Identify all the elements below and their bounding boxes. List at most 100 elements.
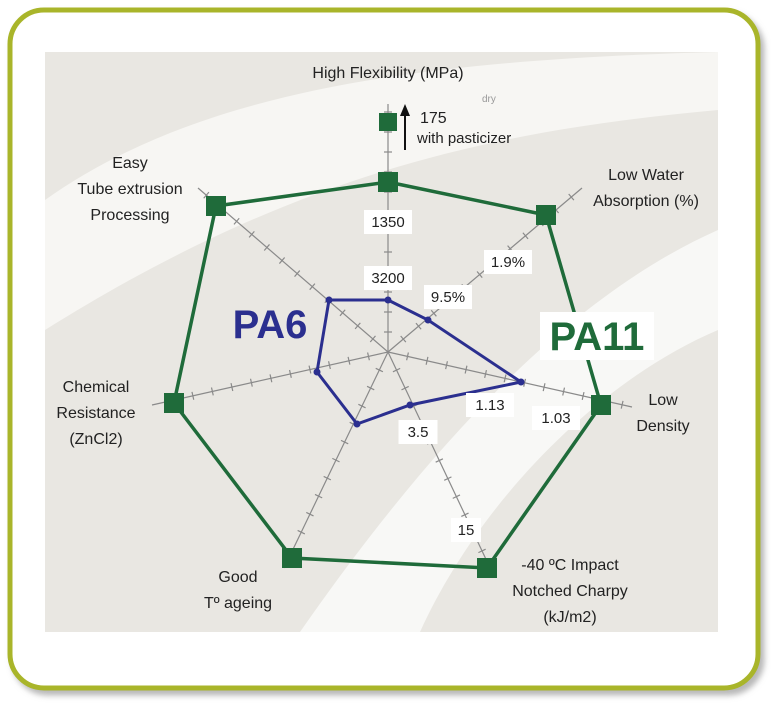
axis-tick (248, 230, 255, 238)
axis-label: Low (648, 392, 678, 409)
axis-labels: High Flexibility (MPa) Low Water Absorptio… (56, 65, 698, 626)
axis-tick (269, 374, 273, 383)
axis-label: High Flexibility (MPa) (312, 65, 463, 82)
marker (517, 378, 525, 386)
axis-tick (367, 352, 370, 361)
value-label: 1.03 (541, 410, 570, 427)
axis-tick (308, 365, 312, 374)
axis-tick (375, 367, 384, 373)
axis-label: Low Water (608, 167, 685, 184)
value-box (424, 285, 472, 309)
annotation-value: 175 (420, 110, 447, 127)
axis-label: Notched Charpy (512, 583, 628, 600)
marker (591, 395, 611, 415)
axis-tick (581, 391, 585, 401)
axis-tick (358, 403, 366, 409)
marker (282, 548, 302, 568)
axis-label: Good (218, 569, 257, 586)
axis-tick (210, 387, 214, 396)
axis-tick (263, 244, 270, 251)
axis-tick (464, 365, 468, 374)
axis-tick (445, 361, 448, 370)
axis-tick (452, 494, 461, 499)
value-box (466, 393, 514, 417)
axis-tick (369, 335, 376, 343)
axis-tick (309, 283, 316, 291)
value-label: 15 (458, 522, 475, 539)
axis-label: Tº ageing (204, 595, 272, 612)
value-box (532, 406, 580, 430)
axis-label: Chemical (63, 379, 130, 396)
marker (164, 393, 184, 413)
axis-tick (522, 232, 529, 240)
axis-tick (562, 387, 566, 396)
axis-label: (kJ/m2) (543, 609, 596, 626)
value-box (364, 266, 412, 290)
pa11-polygon (172, 180, 603, 570)
axis-tick (461, 512, 469, 517)
axis-tick (354, 322, 361, 330)
axis-tick (401, 385, 409, 391)
axis-tick (542, 383, 546, 392)
axis-label: -40 ºC Impact (521, 557, 619, 574)
axis-tick (476, 271, 483, 278)
axis-line (197, 187, 389, 353)
axis-tick (306, 511, 314, 517)
swoosh (45, 52, 718, 330)
axis-tick (484, 369, 488, 379)
axis-tick (297, 529, 306, 535)
axis-tick (503, 374, 507, 383)
value-label: 1.13 (475, 397, 504, 414)
axis-tick (327, 361, 331, 370)
axis-label: Easy (112, 155, 148, 172)
value-box (484, 250, 532, 274)
axis-tick (478, 548, 486, 554)
marker (313, 368, 321, 376)
value-box (451, 518, 481, 542)
axis-tick (314, 493, 323, 499)
marker (206, 196, 226, 216)
arrow-head (400, 104, 410, 116)
marker (379, 113, 397, 131)
axis-tick (203, 191, 210, 199)
axis-tick (425, 356, 429, 365)
annotation-note: dry (482, 94, 496, 105)
marker (424, 316, 432, 324)
axis-tick (294, 270, 301, 278)
axis-tick (400, 335, 407, 343)
axis-label: (ZnCl2) (69, 431, 122, 448)
axis-tick (278, 257, 286, 264)
axis-label: Density (636, 418, 689, 435)
axis-tick (435, 458, 444, 463)
series-label: PA11 (550, 315, 645, 359)
annotation-text: with pasticizer (416, 130, 511, 147)
marker (378, 172, 398, 192)
axis-tick (230, 383, 234, 392)
axis-tick (568, 193, 575, 201)
marker (384, 296, 392, 304)
axis-tick (443, 476, 452, 481)
axis-tick (415, 322, 422, 330)
axis-tick (332, 457, 340, 463)
axis-tick (249, 378, 253, 387)
value-label: 3.5 (408, 424, 429, 441)
axis-tick (430, 309, 437, 317)
value-label: 3200 (371, 270, 404, 287)
axis-label: Processing (90, 207, 169, 224)
axis-tick (340, 439, 349, 445)
axis-tick (347, 356, 351, 365)
pa6-polygon (315, 298, 525, 426)
value-label: 1.9% (491, 254, 525, 271)
label-box (540, 312, 654, 360)
axis-tick (288, 369, 292, 378)
axis-label: Resistance (56, 405, 135, 422)
axis-tick (323, 475, 332, 481)
pa11-markers (164, 172, 611, 578)
marker (353, 420, 361, 428)
value-box (364, 210, 412, 234)
series-label: PA6 (233, 303, 308, 347)
marker (325, 296, 333, 304)
pa6-markers (313, 296, 525, 428)
marker (406, 401, 414, 409)
